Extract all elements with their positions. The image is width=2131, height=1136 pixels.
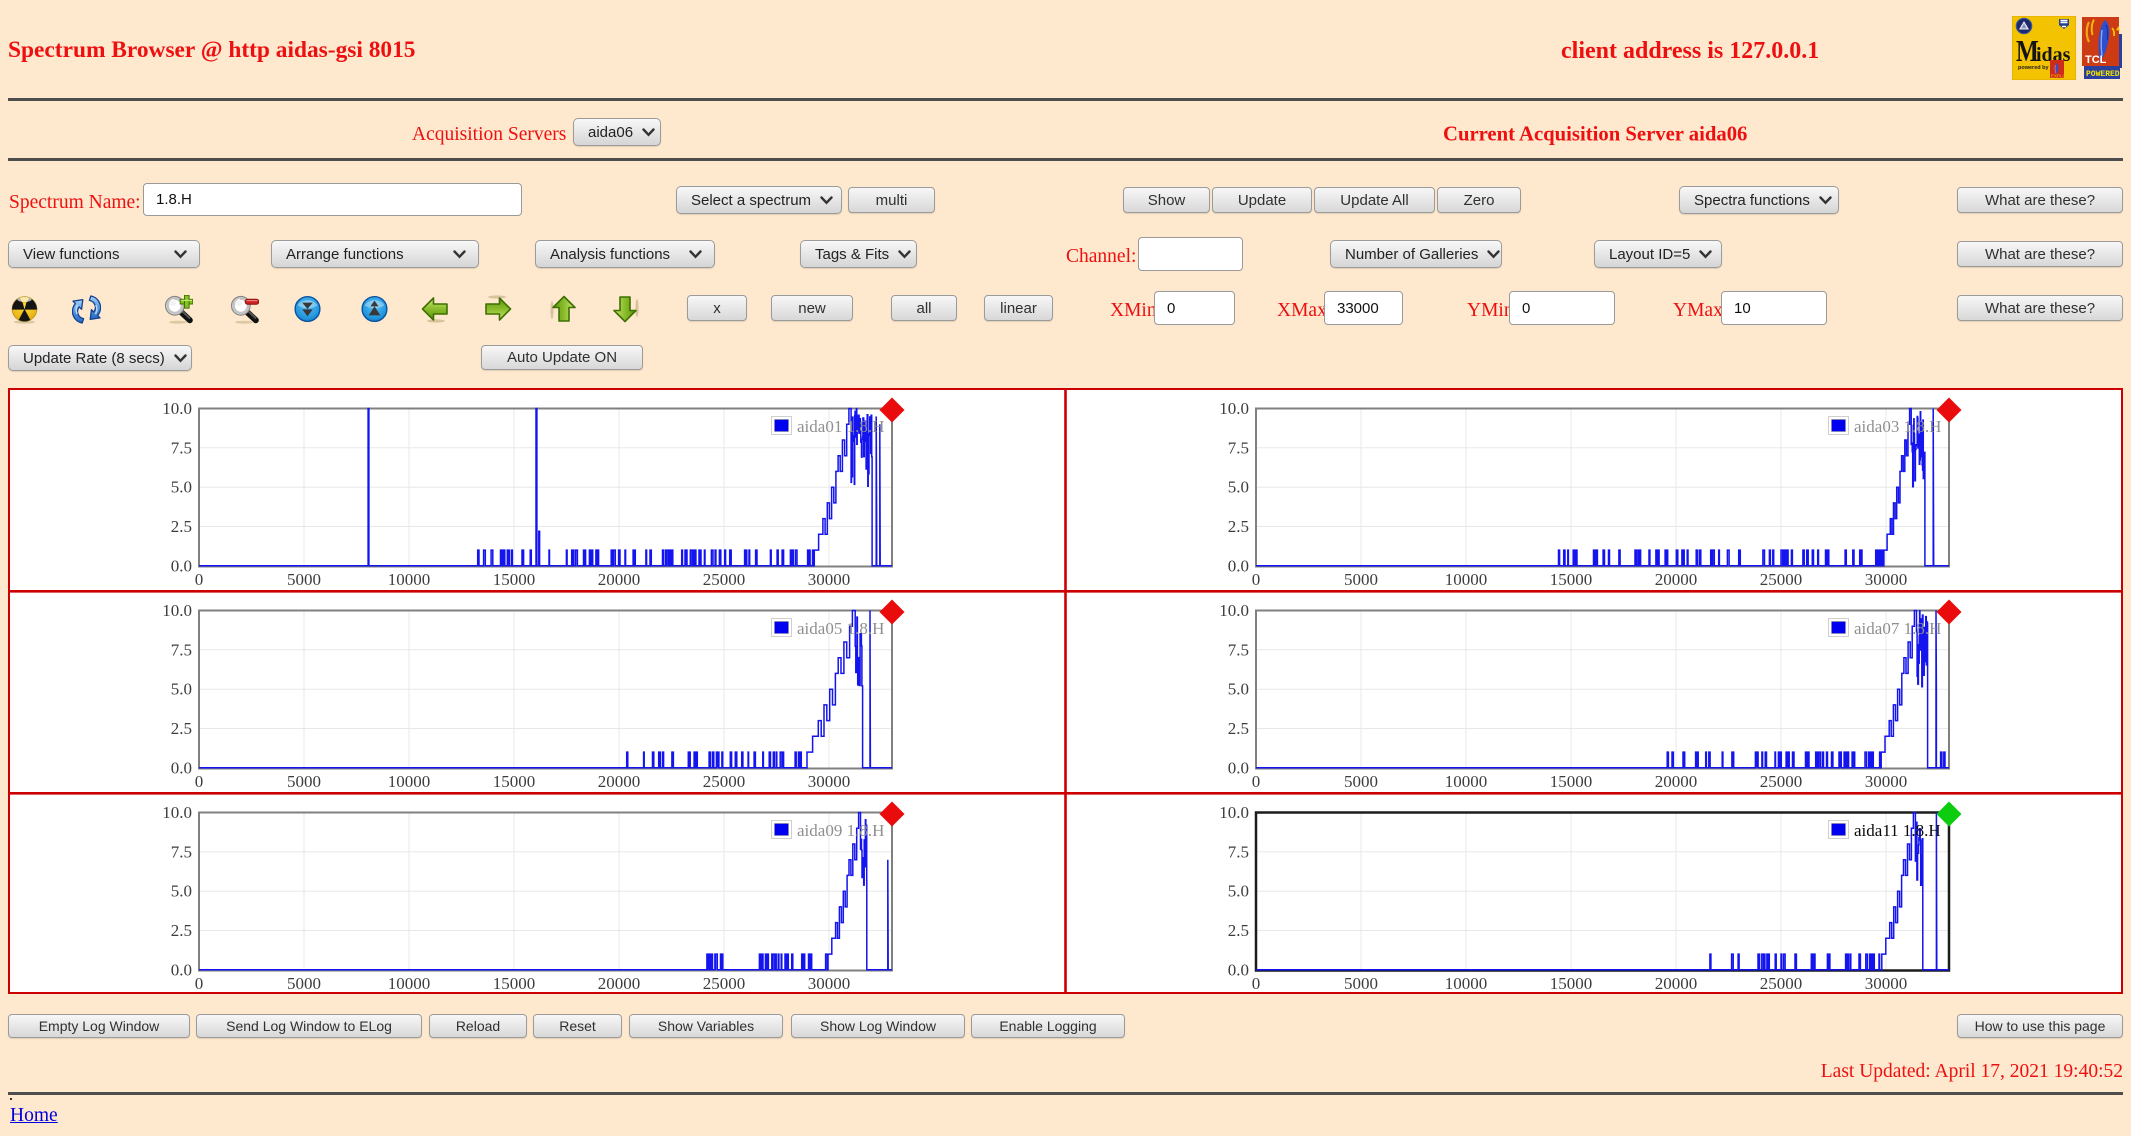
svg-text:powered by: powered by <box>2018 65 2050 71</box>
svg-text:30000: 30000 <box>1865 974 1908 993</box>
svg-text:0.0: 0.0 <box>171 960 192 979</box>
svg-text:15000: 15000 <box>493 772 536 791</box>
svg-text:2.5: 2.5 <box>171 517 192 536</box>
svg-text:5.0: 5.0 <box>171 882 192 901</box>
svg-text:30000: 30000 <box>1865 772 1908 791</box>
svg-text:0: 0 <box>195 570 204 589</box>
svg-text:0.0: 0.0 <box>171 758 192 777</box>
svg-text:30000: 30000 <box>808 570 851 589</box>
svg-text:M: M <box>2016 34 2039 69</box>
svg-text:0.0: 0.0 <box>1228 758 1249 777</box>
svg-text:20000: 20000 <box>598 772 641 791</box>
svg-text:20000: 20000 <box>1655 974 1698 993</box>
svg-text:25000: 25000 <box>703 772 746 791</box>
svg-text:10000: 10000 <box>1445 974 1488 993</box>
svg-text:5000: 5000 <box>287 570 321 589</box>
svg-text:25000: 25000 <box>1760 570 1803 589</box>
svg-text:5.0: 5.0 <box>171 478 192 497</box>
svg-text:2.5: 2.5 <box>1228 921 1249 940</box>
svg-text:2.5: 2.5 <box>171 921 192 940</box>
svg-text:25000: 25000 <box>703 570 746 589</box>
svg-text:POWERED: POWERED <box>2086 70 2120 79</box>
svg-text:2.5: 2.5 <box>171 719 192 738</box>
svg-text:aida05 1.8.H: aida05 1.8.H <box>797 619 884 638</box>
svg-text:10.0: 10.0 <box>1219 601 1249 620</box>
svg-text:5000: 5000 <box>1344 772 1378 791</box>
svg-text:5000: 5000 <box>1344 570 1378 589</box>
svg-text:2.5: 2.5 <box>1228 517 1249 536</box>
svg-text:0: 0 <box>195 974 204 993</box>
svg-text:20000: 20000 <box>1655 570 1698 589</box>
svg-text:20000: 20000 <box>598 974 641 993</box>
svg-text:5000: 5000 <box>287 772 321 791</box>
svg-text:2.5: 2.5 <box>1228 719 1249 738</box>
svg-text:10000: 10000 <box>1445 772 1488 791</box>
svg-text:aida07 1.8.H: aida07 1.8.H <box>1854 619 1941 638</box>
svg-text:5.0: 5.0 <box>1228 882 1249 901</box>
svg-text:15000: 15000 <box>1550 772 1593 791</box>
svg-text:0: 0 <box>195 772 204 791</box>
svg-text:10.0: 10.0 <box>1219 803 1249 822</box>
svg-text:aida01 1.8.H: aida01 1.8.H <box>797 417 884 436</box>
svg-text:30000: 30000 <box>808 974 851 993</box>
svg-text:10.0: 10.0 <box>162 803 192 822</box>
svg-text:aida03 1.8.H: aida03 1.8.H <box>1854 417 1941 436</box>
svg-text:15000: 15000 <box>1550 974 1593 993</box>
svg-text:20000: 20000 <box>598 570 641 589</box>
svg-text:7.5: 7.5 <box>1228 438 1249 457</box>
svg-text:15000: 15000 <box>493 974 536 993</box>
svg-text:0.0: 0.0 <box>1228 556 1249 575</box>
svg-text:5.0: 5.0 <box>1228 680 1249 699</box>
svg-text:7.5: 7.5 <box>171 438 192 457</box>
svg-text:7.5: 7.5 <box>1228 640 1249 659</box>
svg-text:EXPLORE: EXPLORE <box>2051 74 2072 79</box>
svg-text:aida09 1.8.H: aida09 1.8.H <box>797 821 884 840</box>
svg-text:5000: 5000 <box>1344 974 1378 993</box>
svg-text:5000: 5000 <box>287 974 321 993</box>
svg-text:5.0: 5.0 <box>1228 478 1249 497</box>
svg-text:10.0: 10.0 <box>162 601 192 620</box>
svg-text:5.0: 5.0 <box>171 680 192 699</box>
svg-text:10.0: 10.0 <box>162 399 192 418</box>
svg-text:15000: 15000 <box>493 570 536 589</box>
svg-text:7.5: 7.5 <box>1228 842 1249 861</box>
svg-text:TCL: TCL <box>2085 54 2107 66</box>
svg-text:0: 0 <box>1252 974 1261 993</box>
svg-text:20000: 20000 <box>1655 772 1698 791</box>
svg-text:25000: 25000 <box>703 974 746 993</box>
svg-text:10000: 10000 <box>388 974 431 993</box>
svg-text:30000: 30000 <box>1865 570 1908 589</box>
svg-text:0: 0 <box>1252 570 1261 589</box>
svg-text:7.5: 7.5 <box>171 640 192 659</box>
svg-text:10000: 10000 <box>388 772 431 791</box>
svg-text:25000: 25000 <box>1760 974 1803 993</box>
svg-text:aida11 1.8.H: aida11 1.8.H <box>1854 821 1941 840</box>
svg-text:15000: 15000 <box>1550 570 1593 589</box>
svg-text:10.0: 10.0 <box>1219 399 1249 418</box>
svg-text:30000: 30000 <box>808 772 851 791</box>
svg-text:0.0: 0.0 <box>1228 960 1249 979</box>
svg-text:10000: 10000 <box>388 570 431 589</box>
svg-text:0: 0 <box>1252 772 1261 791</box>
svg-text:0.0: 0.0 <box>171 556 192 575</box>
svg-text:10000: 10000 <box>1445 570 1488 589</box>
svg-text:25000: 25000 <box>1760 772 1803 791</box>
svg-text:7.5: 7.5 <box>171 842 192 861</box>
